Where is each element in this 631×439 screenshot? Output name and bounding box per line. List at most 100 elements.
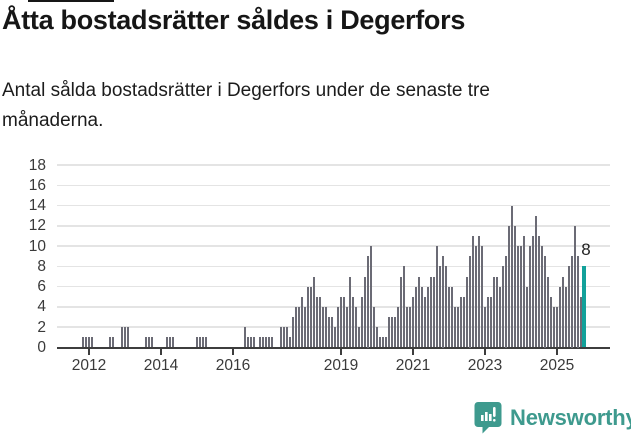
y-axis-label-4: 4 — [37, 298, 46, 316]
bar-month-93 — [337, 306, 340, 348]
x-axis-label-2016: 2016 — [215, 356, 251, 374]
bar-month-145 — [493, 276, 496, 348]
bar-month-147 — [499, 286, 502, 348]
bar-month-29 — [145, 337, 148, 348]
bar-month-8 — [82, 337, 85, 348]
bar-month-100 — [358, 327, 361, 348]
bar-month-78 — [292, 317, 295, 348]
bar-month-68 — [262, 337, 265, 348]
bar-month-159 — [535, 215, 538, 348]
bar-month-69 — [265, 337, 268, 348]
gridline-y-16 — [57, 184, 610, 187]
bar-month-150 — [508, 225, 511, 348]
x-axis-label-2012: 2012 — [71, 356, 107, 374]
bar-month-169 — [565, 286, 568, 348]
bar-month-112 — [394, 317, 397, 348]
logo-bar-3 — [489, 414, 492, 421]
y-axis-label-16: 16 — [28, 176, 46, 194]
bar-month-70 — [268, 337, 271, 348]
gridline-y-12 — [57, 225, 610, 227]
bar-month-163 — [547, 276, 550, 348]
x-tickmark-2012 — [88, 349, 90, 355]
bar-month-11 — [91, 337, 94, 348]
bar-month-126 — [436, 246, 439, 348]
y-axis-label-6: 6 — [37, 278, 46, 296]
y-axis-label-2: 2 — [37, 318, 46, 336]
x-axis-label-2025: 2025 — [539, 356, 575, 374]
bar-month-18 — [112, 337, 115, 348]
bar-month-158 — [532, 235, 535, 348]
bar-month-84 — [310, 286, 313, 348]
x-tickmark-2023 — [484, 349, 486, 355]
x-tickmark-2014 — [160, 349, 162, 355]
bar-month-86 — [316, 296, 319, 348]
bar-month-172 — [574, 225, 577, 348]
bar-month-110 — [388, 317, 391, 348]
bar-month-118 — [412, 296, 415, 348]
bar-month-101 — [361, 296, 364, 348]
highlighted-latest-bar — [582, 266, 586, 348]
bar-month-123 — [427, 286, 430, 348]
bar-month-79 — [295, 306, 298, 348]
logo-bar-1 — [481, 415, 484, 421]
bar-month-106 — [376, 327, 379, 348]
bar-month-49 — [205, 337, 208, 348]
bar-month-30 — [148, 337, 151, 348]
bar-month-85 — [313, 276, 316, 348]
bar-month-146 — [496, 276, 499, 348]
bar-month-98 — [352, 296, 355, 348]
brand-name: Newsworthy — [510, 404, 631, 430]
y-axis-label-12: 12 — [28, 217, 46, 235]
bar-month-81 — [301, 296, 304, 348]
bar-month-47 — [199, 337, 202, 348]
bar-month-127 — [439, 266, 442, 348]
bar-month-111 — [391, 317, 394, 348]
bar-month-157 — [529, 246, 532, 348]
gridline-y-14 — [57, 204, 610, 207]
bar-month-21 — [121, 327, 124, 348]
gridline-y-8 — [57, 265, 610, 268]
bar-month-152 — [514, 225, 517, 348]
x-axis-label-2023: 2023 — [467, 356, 503, 374]
bar-month-80 — [298, 306, 301, 348]
x-axis-line — [57, 346, 610, 349]
bar-month-107 — [379, 337, 382, 348]
bar-month-143 — [487, 296, 490, 348]
bar-month-155 — [523, 235, 526, 348]
y-axis-label-10: 10 — [28, 237, 46, 255]
bar-month-104 — [370, 246, 373, 348]
gridline-y-10 — [57, 245, 610, 247]
bar-month-137 — [469, 256, 472, 348]
bar-month-124 — [430, 276, 433, 348]
bar-month-165 — [553, 306, 556, 348]
bar-month-160 — [538, 235, 541, 348]
logo-exclamation-stem — [493, 407, 496, 417]
bar-month-62 — [244, 327, 247, 348]
bar-month-31 — [151, 337, 154, 348]
logo-exclamation-dot — [493, 419, 496, 422]
bar-month-148 — [502, 266, 505, 348]
bar-month-156 — [526, 286, 529, 348]
bar-month-10 — [88, 337, 91, 348]
bar-month-102 — [364, 276, 367, 348]
bar-month-130 — [448, 286, 451, 348]
bar-month-38 — [172, 337, 175, 348]
bar-month-92 — [334, 327, 337, 348]
bar-month-142 — [484, 306, 487, 348]
bar-month-121 — [421, 286, 424, 348]
bar-month-141 — [481, 246, 484, 348]
bar-month-77 — [289, 337, 292, 348]
bar-month-136 — [466, 276, 469, 348]
bar-month-170 — [568, 266, 571, 348]
bar-month-166 — [556, 306, 559, 348]
x-tickmark-2025 — [556, 349, 558, 355]
bar-month-171 — [571, 256, 574, 348]
bar-month-125 — [433, 276, 436, 348]
bar-month-119 — [415, 286, 418, 348]
bar-month-138 — [472, 235, 475, 348]
bar-month-151 — [511, 205, 514, 348]
bar-month-108 — [382, 337, 385, 348]
bar-month-132 — [454, 306, 457, 348]
bar-month-76 — [286, 327, 289, 348]
